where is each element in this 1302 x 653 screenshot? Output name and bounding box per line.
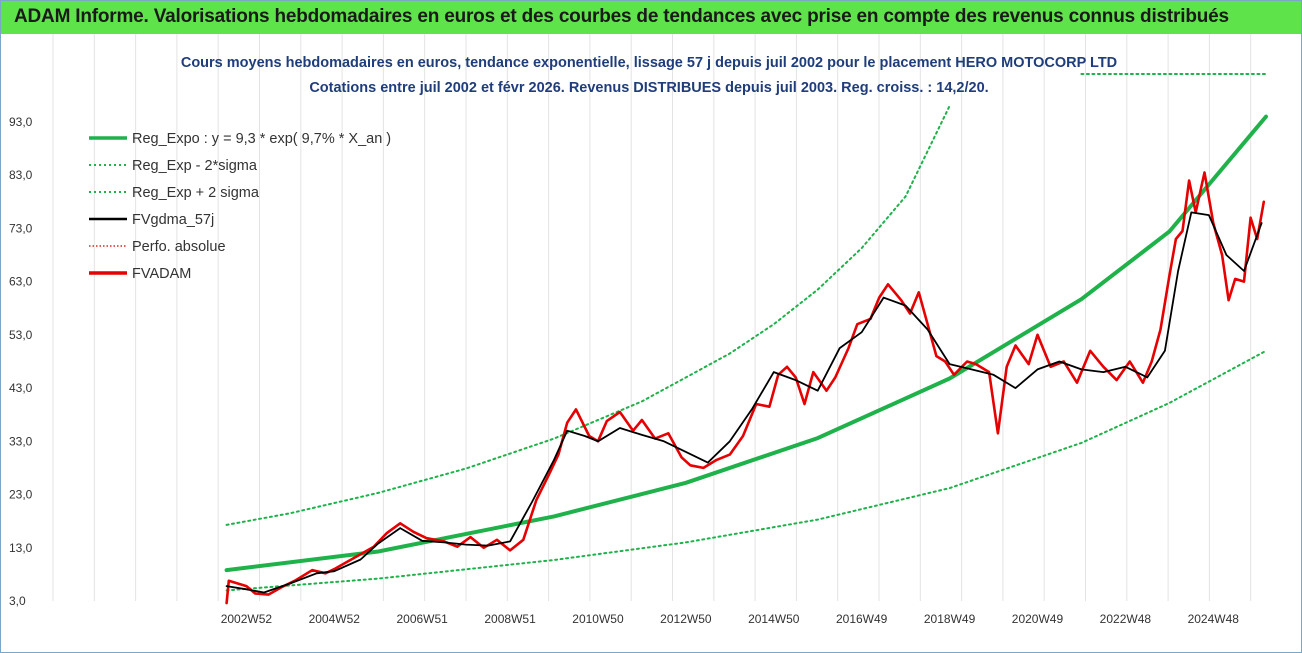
series-line-reg-exp-2-sigma	[225, 104, 951, 526]
x-tick-label: 2008W51	[484, 612, 536, 626]
y-tick-label: 13,0	[9, 541, 33, 555]
banner-title: ADAM Informe. Valorisations hebdomadaire…	[14, 6, 1229, 27]
y-axis-ticks: 3,0 13,0 23,0 33,0 43,0 53,0 63,0 73,0 83,0 93,0	[9, 115, 33, 608]
series-line-reg-exp-2-sigma	[225, 349, 1267, 592]
legend-item-reg-exp-minus: Reg_Exp - 2*sigma	[89, 158, 258, 174]
chart-subtitle: Cotations entre juil 2002 et févr 2026. …	[309, 80, 988, 96]
legend: Reg_Expo : y = 9,3 * exp( 9,7% * X_an ) …	[89, 131, 391, 282]
x-tick-label: 2006W51	[396, 612, 448, 626]
y-tick-label: 33,0	[9, 434, 33, 448]
x-tick-label: 2004W52	[309, 612, 361, 626]
y-tick-label: 63,0	[9, 275, 33, 289]
y-tick-label: 53,0	[9, 328, 33, 342]
legend-item-perfo-absolue: Perfo. absolue	[89, 239, 226, 255]
x-tick-label: 2012W50	[660, 612, 712, 626]
y-tick-label: 43,0	[9, 381, 33, 395]
chart-title: Cours moyens hebdomadaires en euros, ten…	[181, 55, 1117, 71]
y-tick-label: 23,0	[9, 488, 33, 502]
legend-label-fvadam: FVADAM	[132, 266, 191, 282]
x-tick-label: 2018W49	[924, 612, 976, 626]
x-tick-label: 2014W50	[748, 612, 800, 626]
x-tick-label: 2022W48	[1100, 612, 1152, 626]
legend-label-perfo-absolue: Perfo. absolue	[132, 239, 226, 255]
x-axis-ticks: 2002W52 2004W52 2006W51 2008W51 2010W50 2012W…	[221, 612, 1240, 626]
y-tick-label: 3,0	[9, 594, 26, 608]
series-line-fvadam	[225, 171, 1266, 605]
legend-label-reg-expo: Reg_Expo : y = 9,3 * exp( 9,7% * X_an )	[132, 131, 391, 147]
legend-item-fvadam: FVADAM	[89, 266, 191, 282]
top-banner: ADAM Informe. Valorisations hebdomadaire…	[1, 1, 1301, 34]
legend-item-fvgdma: FVgdma_57j	[89, 212, 214, 228]
y-tick-label: 83,0	[9, 168, 33, 182]
legend-label-reg-exp-plus: Reg_Exp + 2 sigma	[132, 185, 260, 201]
series-lines	[224, 73, 1268, 605]
x-tick-label: 2002W52	[221, 612, 273, 626]
y-tick-label: 93,0	[9, 115, 33, 129]
series-line-reg-expo	[224, 114, 1268, 573]
x-tick-label: 2010W50	[572, 612, 624, 626]
line-chart: 3,013,023,033,043,053,063,073,083,093,0 …	[9, 34, 1268, 626]
x-tick-label: 2020W49	[1012, 612, 1064, 626]
x-tick-label: 2016W49	[836, 612, 888, 626]
x-tick-label: 2024W48	[1188, 612, 1240, 626]
legend-label-fvgdma: FVgdma_57j	[132, 212, 214, 228]
legend-item-reg-expo: Reg_Expo : y = 9,3 * exp( 9,7% * X_an )	[89, 131, 391, 147]
y-tick-label: 73,0	[9, 221, 33, 235]
legend-item-reg-exp-plus: Reg_Exp + 2 sigma	[89, 185, 260, 201]
legend-label-reg-exp-minus: Reg_Exp - 2*sigma	[132, 158, 258, 174]
series-line-fvgdma-57j	[225, 211, 1263, 594]
vertical-gridlines	[52, 34, 1252, 601]
